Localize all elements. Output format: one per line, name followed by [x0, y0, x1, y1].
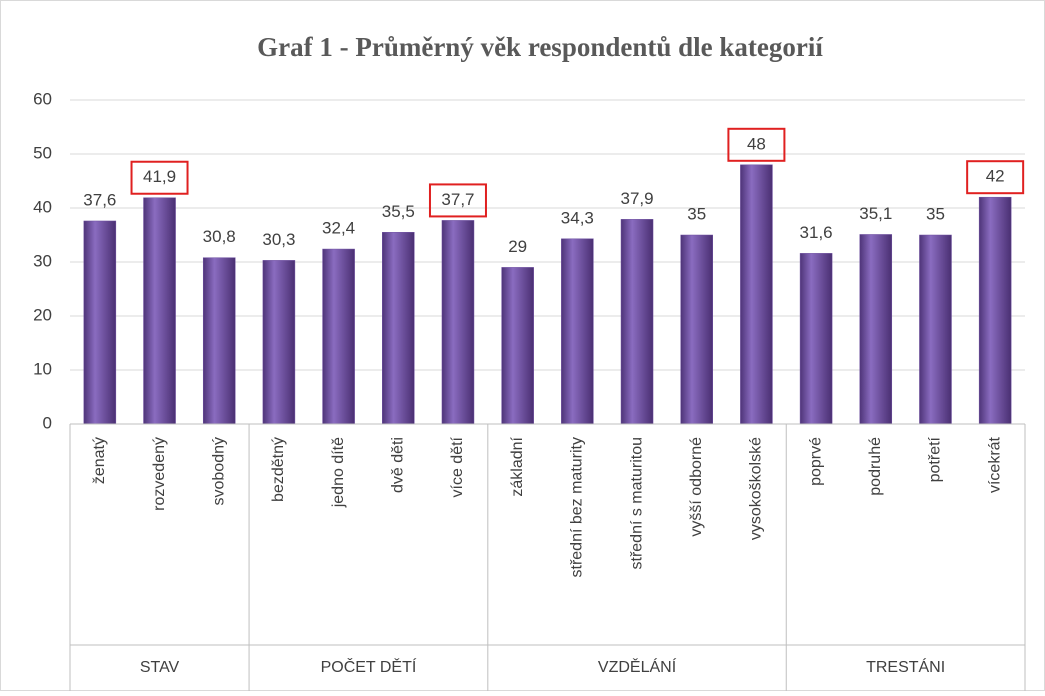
x-tick-label: vysokoškolské — [748, 437, 765, 540]
y-tick-label: 60 — [33, 89, 52, 108]
bar — [382, 232, 415, 425]
value-label: 42 — [986, 167, 1005, 186]
bar — [83, 220, 117, 425]
x-tick-label: jedno dítě — [330, 437, 347, 508]
chart-title: Graf 1 - Průměrný věk respondentů dle ka… — [257, 32, 823, 62]
value-label: 32,4 — [322, 219, 355, 238]
bar — [620, 219, 654, 425]
y-tick-label: 0 — [43, 413, 52, 432]
bar — [262, 260, 296, 425]
x-tick-label: vícekrát — [986, 436, 1003, 493]
x-tick-label: střední s maturitou — [628, 437, 645, 570]
bar — [919, 234, 952, 425]
value-label: 30,8 — [203, 227, 236, 246]
x-tick-label: dvě děti — [390, 437, 407, 493]
value-label: 48 — [747, 134, 766, 153]
bar — [441, 220, 475, 425]
group-label: STAV — [140, 659, 180, 676]
value-label: 41,9 — [143, 167, 176, 186]
y-tick-label: 50 — [33, 143, 52, 162]
value-label: 35 — [926, 204, 945, 223]
bar — [799, 253, 833, 425]
bar — [680, 234, 713, 425]
x-tick-label: vyšší odborné — [688, 437, 705, 537]
bar — [143, 197, 176, 425]
group-label: VZDĚLÁNÍ — [598, 657, 677, 676]
bar — [740, 164, 773, 425]
value-label: 31,6 — [800, 223, 833, 242]
value-label: 34,3 — [561, 208, 594, 227]
y-tick-label: 30 — [33, 251, 52, 270]
highlight-box — [727, 127, 786, 162]
value-label: 35,1 — [859, 204, 892, 223]
x-tick-label: ženatý — [91, 437, 108, 484]
x-tick-label: základní — [509, 436, 526, 496]
x-tick-label: poprvé — [807, 437, 824, 486]
bar — [561, 238, 594, 425]
value-label: 35 — [687, 204, 706, 223]
bar — [978, 196, 1012, 425]
value-label: 30,3 — [262, 230, 295, 249]
value-label: 29 — [508, 237, 527, 256]
bar — [202, 257, 236, 425]
group-label: TRESTÁNI — [866, 657, 945, 676]
value-label: 37,6 — [83, 190, 116, 209]
bar — [501, 267, 534, 425]
value-label: 37,7 — [441, 190, 474, 209]
highlight-box — [428, 183, 487, 218]
x-tick-label: více dětí — [449, 436, 466, 497]
x-tick-label: potřetí — [927, 436, 944, 482]
highlight-box — [130, 160, 189, 195]
bar — [859, 234, 893, 425]
y-tick-label: 20 — [33, 305, 52, 324]
value-label: 37,9 — [620, 189, 653, 208]
x-tick-label: bezdětný — [270, 437, 287, 502]
bar — [322, 248, 355, 425]
x-tick-label: svobodný — [210, 437, 227, 506]
value-label: 35,5 — [382, 202, 415, 221]
x-tick-label: rozvedený — [151, 437, 168, 511]
y-tick-label: 10 — [33, 359, 52, 378]
y-tick-label: 40 — [33, 197, 52, 216]
highlight-box — [966, 160, 1025, 195]
x-tick-label: podruhé — [867, 437, 884, 496]
x-tick-label: střední bez maturity — [569, 437, 586, 578]
group-label: POČET DĚTÍ — [321, 657, 417, 676]
